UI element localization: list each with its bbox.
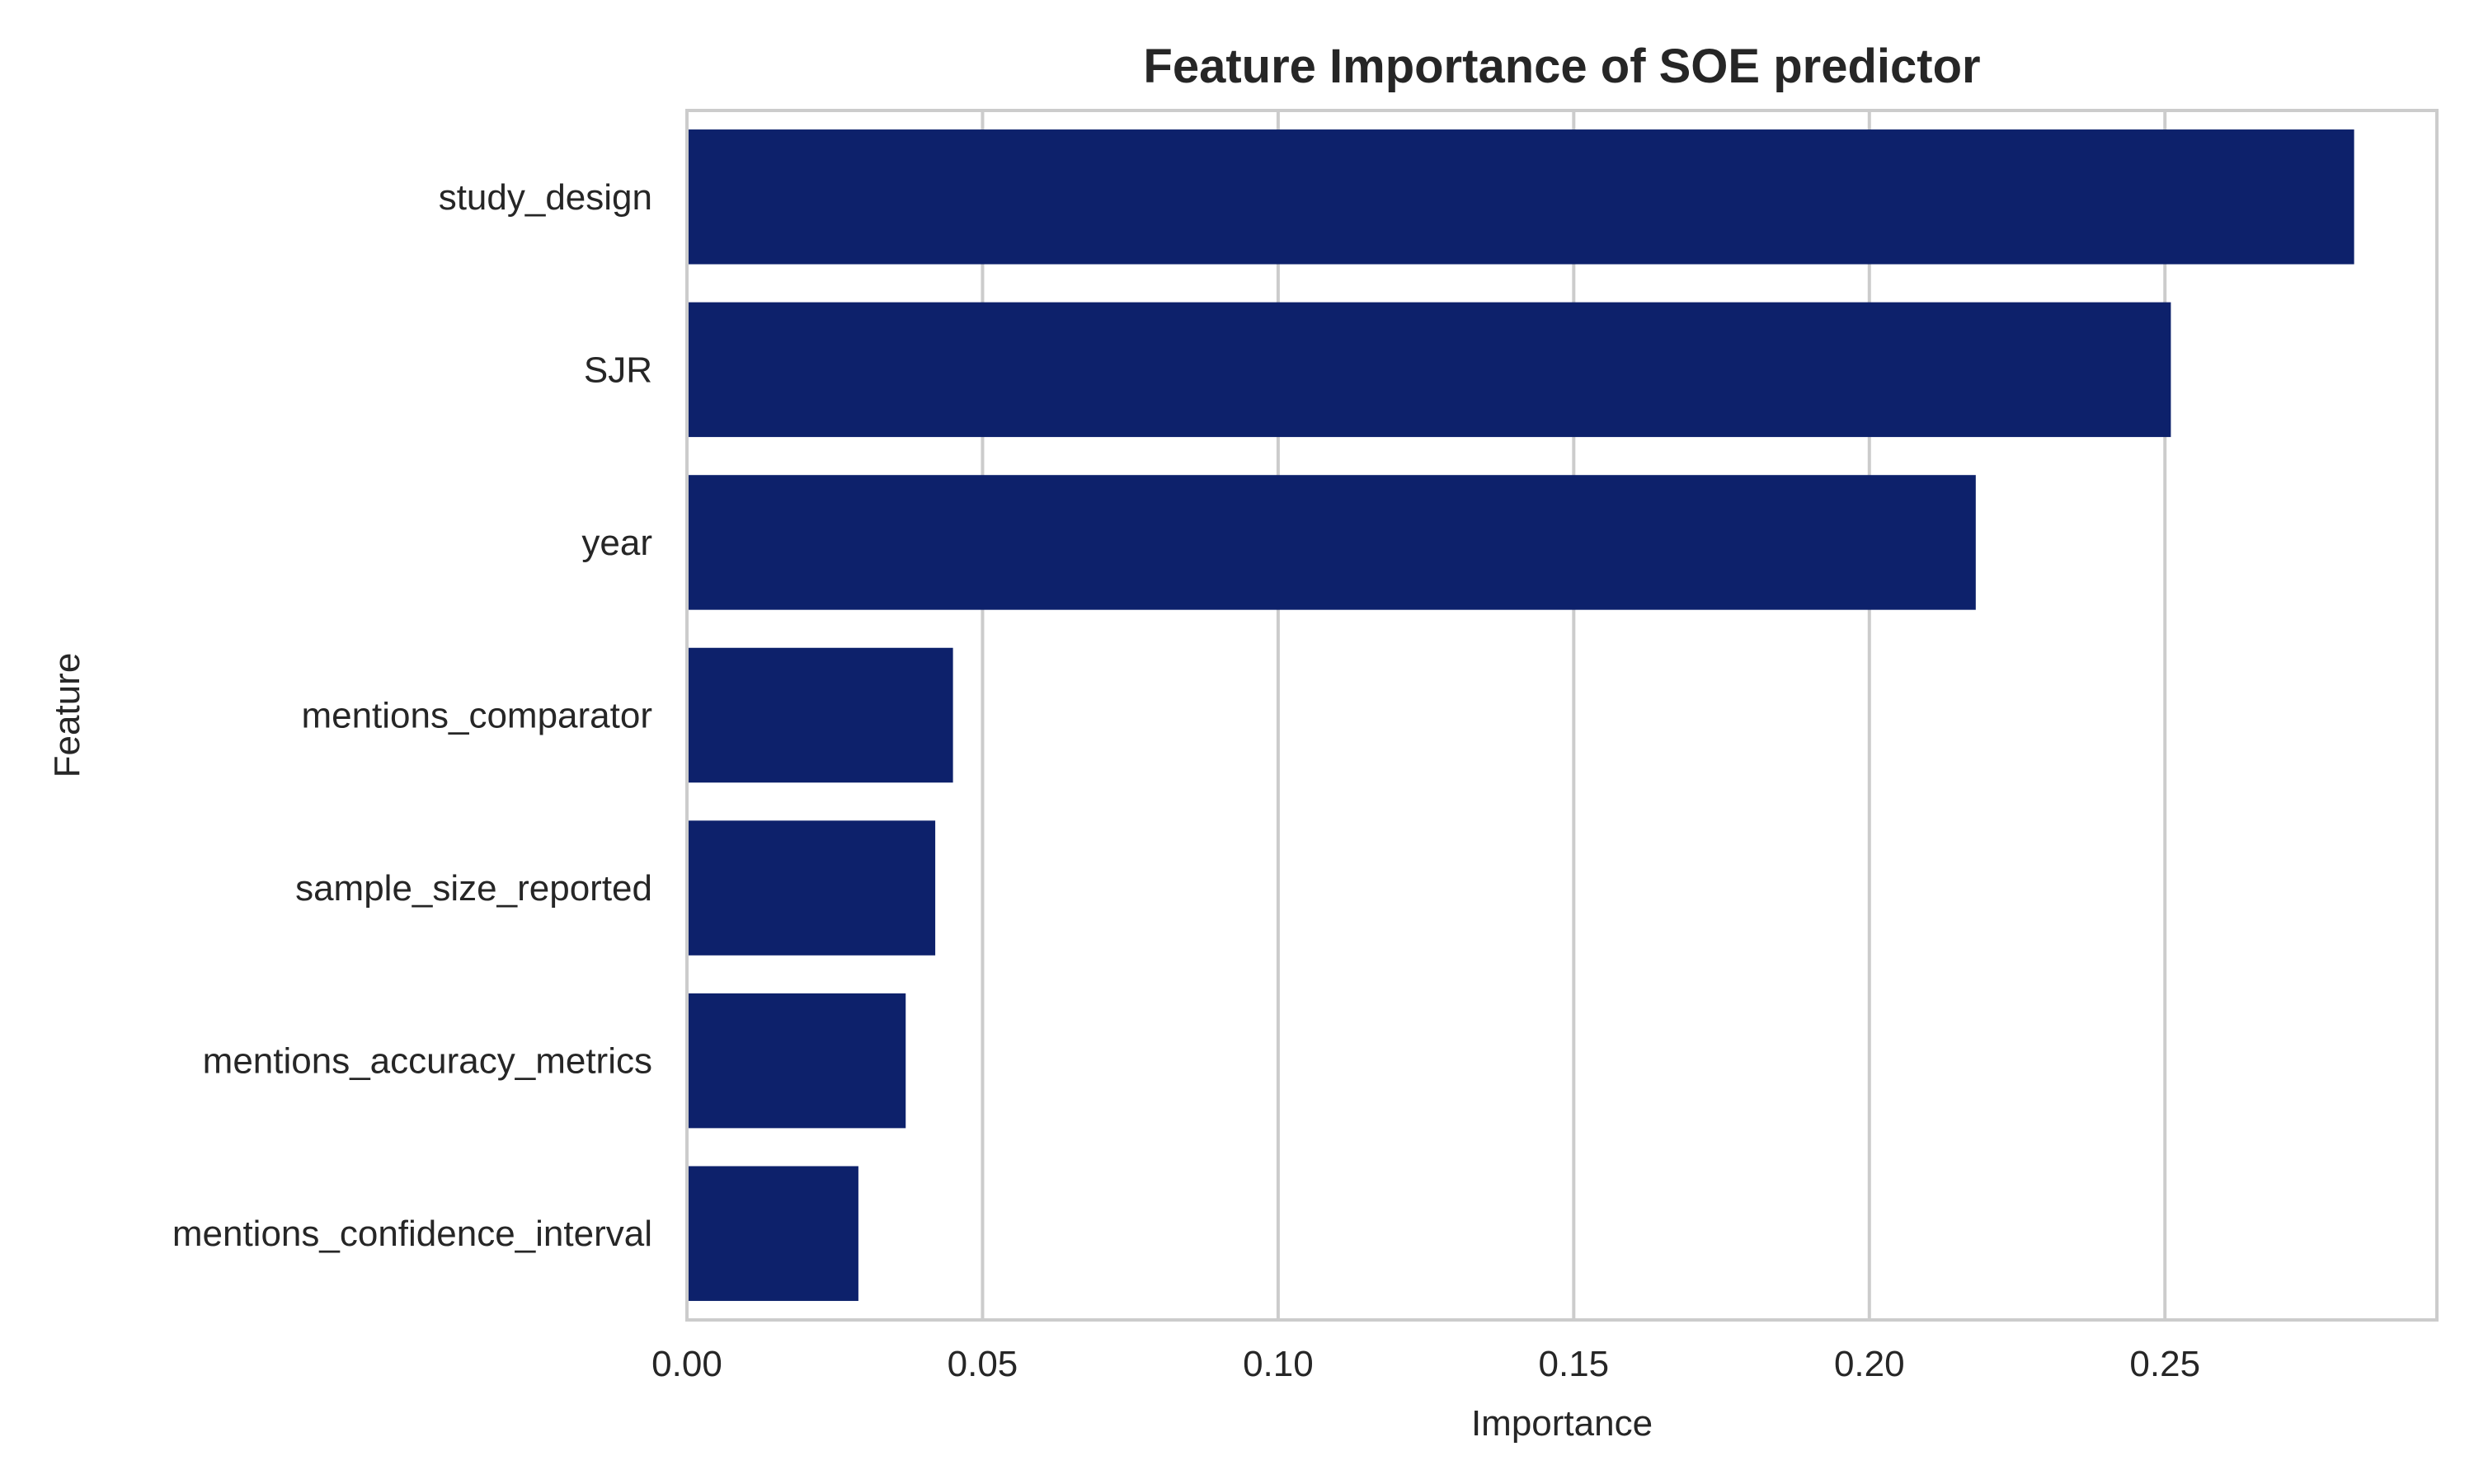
y-axis-label: Feature — [47, 653, 87, 778]
bar-mentions-confidence-interval — [687, 1166, 858, 1301]
y-tick-labels: study_design SJR year mentions_comparatorsa… — [172, 177, 652, 1254]
y-tick-label: year — [581, 523, 652, 563]
x-tick-label: 0.20 — [1834, 1344, 1905, 1384]
y-tick-label: study_design — [439, 177, 652, 218]
bars — [687, 129, 2354, 1301]
bar-study-design — [687, 129, 2354, 265]
y-tick-label: mentions_comparator — [301, 696, 652, 736]
bar-year — [687, 475, 1976, 610]
y-tick-label: mentions_accuracy_metrics — [203, 1041, 652, 1082]
x-tick-label: 0.15 — [1539, 1344, 1610, 1384]
x-tick-label: 0.05 — [948, 1344, 1018, 1384]
y-tick-label: sample_size_reported — [295, 868, 652, 909]
bar-sample-size-reported — [687, 820, 936, 956]
x-tick-label: 0.10 — [1243, 1344, 1314, 1384]
plot-frame — [685, 109, 2439, 1322]
x-tick-label: 0.25 — [2129, 1344, 2200, 1384]
bar-mentions-comparator — [687, 647, 953, 783]
x-tick-label: 0.00 — [651, 1344, 722, 1384]
grid-lines — [981, 110, 2167, 1320]
x-tick-labels: 0.00 0.05 0.10 0.15 0.20 0.25 — [651, 1344, 2200, 1384]
y-tick-label: mentions_confidence_interval — [172, 1214, 652, 1254]
bar-mentions-accuracy-metrics — [687, 993, 906, 1129]
chart-title: Feature Importance of SOE predictor — [1143, 40, 1980, 93]
x-axis-label: Importance — [1471, 1403, 1653, 1444]
y-tick-label: SJR — [584, 350, 652, 390]
bar-sjr — [687, 302, 2171, 438]
